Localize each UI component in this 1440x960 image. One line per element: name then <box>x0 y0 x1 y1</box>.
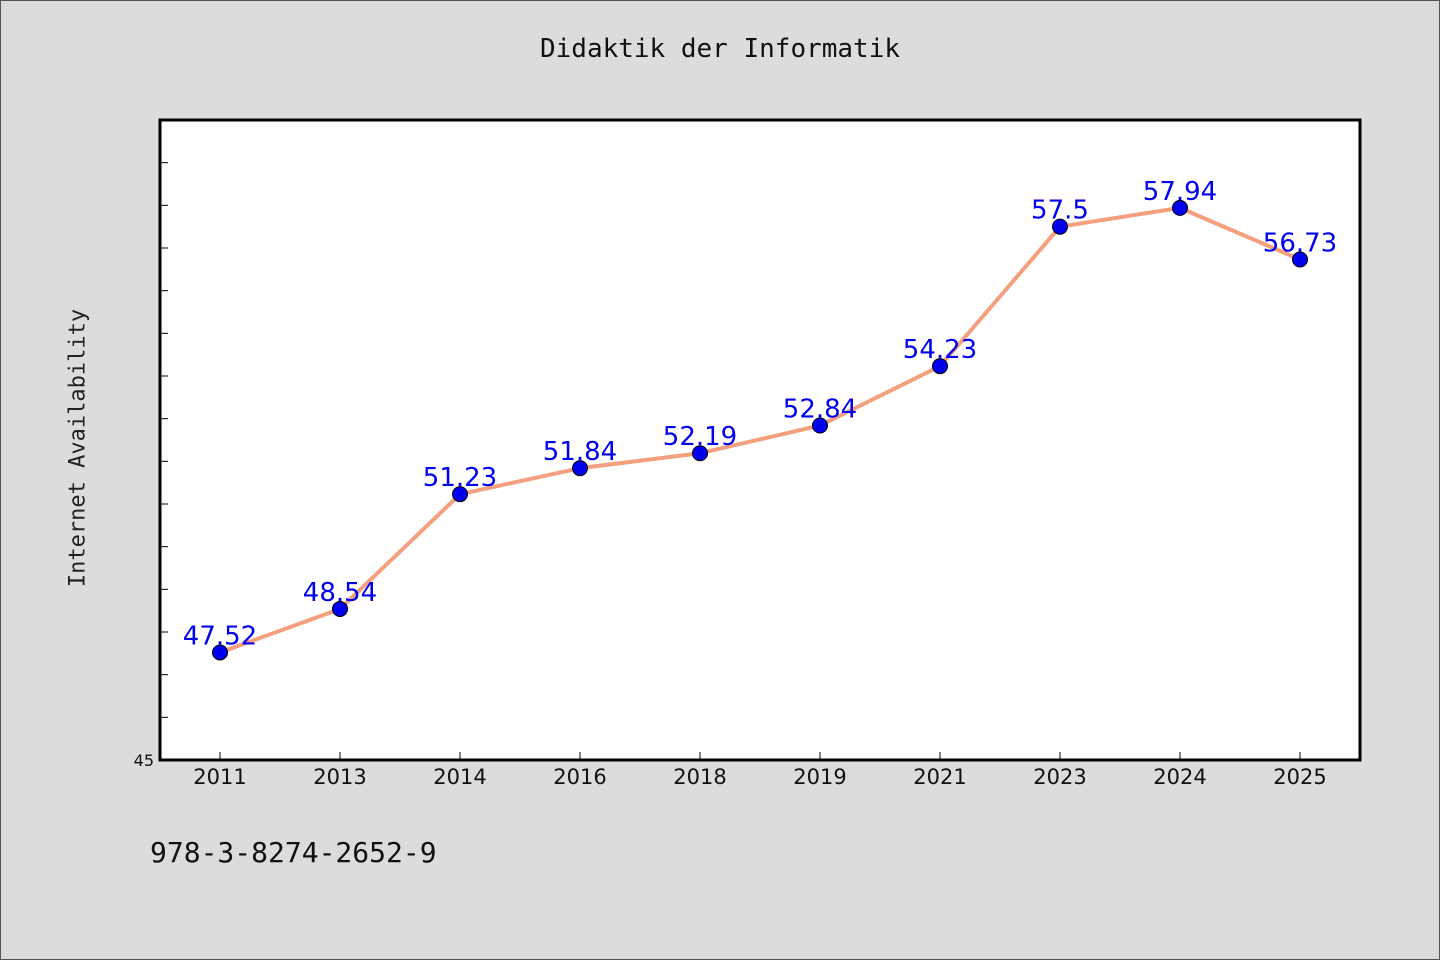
data-point <box>1052 218 1068 235</box>
x-tick-label: 2016 <box>553 765 606 789</box>
data-point <box>452 486 468 503</box>
data-label: 52.84 <box>783 394 857 424</box>
x-axis-ticks: 2011 2013 2014 2016 2018 2019 2021 2023 2024 2025 <box>193 752 1327 789</box>
footer-isbn: 978-3-8274-2652-9 <box>150 836 437 869</box>
series-line <box>218 205 1302 655</box>
x-tick-label: 2018 <box>673 765 726 789</box>
y-tick-label: 45 <box>134 751 154 770</box>
x-tick-label: 2021 <box>913 765 966 789</box>
x-tick-label: 2019 <box>793 765 846 789</box>
data-point <box>1172 199 1188 216</box>
data-label: 51.23 <box>423 463 497 493</box>
x-tick-label: 2024 <box>1153 765 1206 789</box>
data-label: 48.54 <box>303 578 377 608</box>
series-markers <box>212 199 1308 661</box>
data-labels: 47.52 48.54 51.23 51.84 52.19 52.84 54.23 57.5 5… <box>183 177 1337 652</box>
data-label: 56.73 <box>1263 229 1337 259</box>
data-point <box>932 358 948 375</box>
x-tick-label: 2025 <box>1273 765 1326 789</box>
chart-title: Didaktik der Informatik <box>539 34 901 64</box>
data-label: 51.84 <box>543 437 617 467</box>
data-label: 57.5 <box>1031 196 1089 226</box>
x-tick-label: 2013 <box>313 765 366 789</box>
data-point <box>572 460 588 477</box>
x-tick-label: 2011 <box>193 765 246 789</box>
data-label: 47.52 <box>183 621 257 651</box>
data-point <box>332 600 348 617</box>
data-point <box>692 445 708 462</box>
data-point <box>812 417 828 434</box>
data-label: 57.94 <box>1143 177 1217 207</box>
data-point <box>1292 251 1308 268</box>
y-axis-ticks: 45 <box>134 162 168 770</box>
data-label: 54.23 <box>903 335 977 365</box>
x-tick-label: 2014 <box>433 765 486 789</box>
x-tick-label: 2023 <box>1033 765 1086 789</box>
data-label: 52.19 <box>663 422 737 452</box>
data-point <box>212 644 228 661</box>
